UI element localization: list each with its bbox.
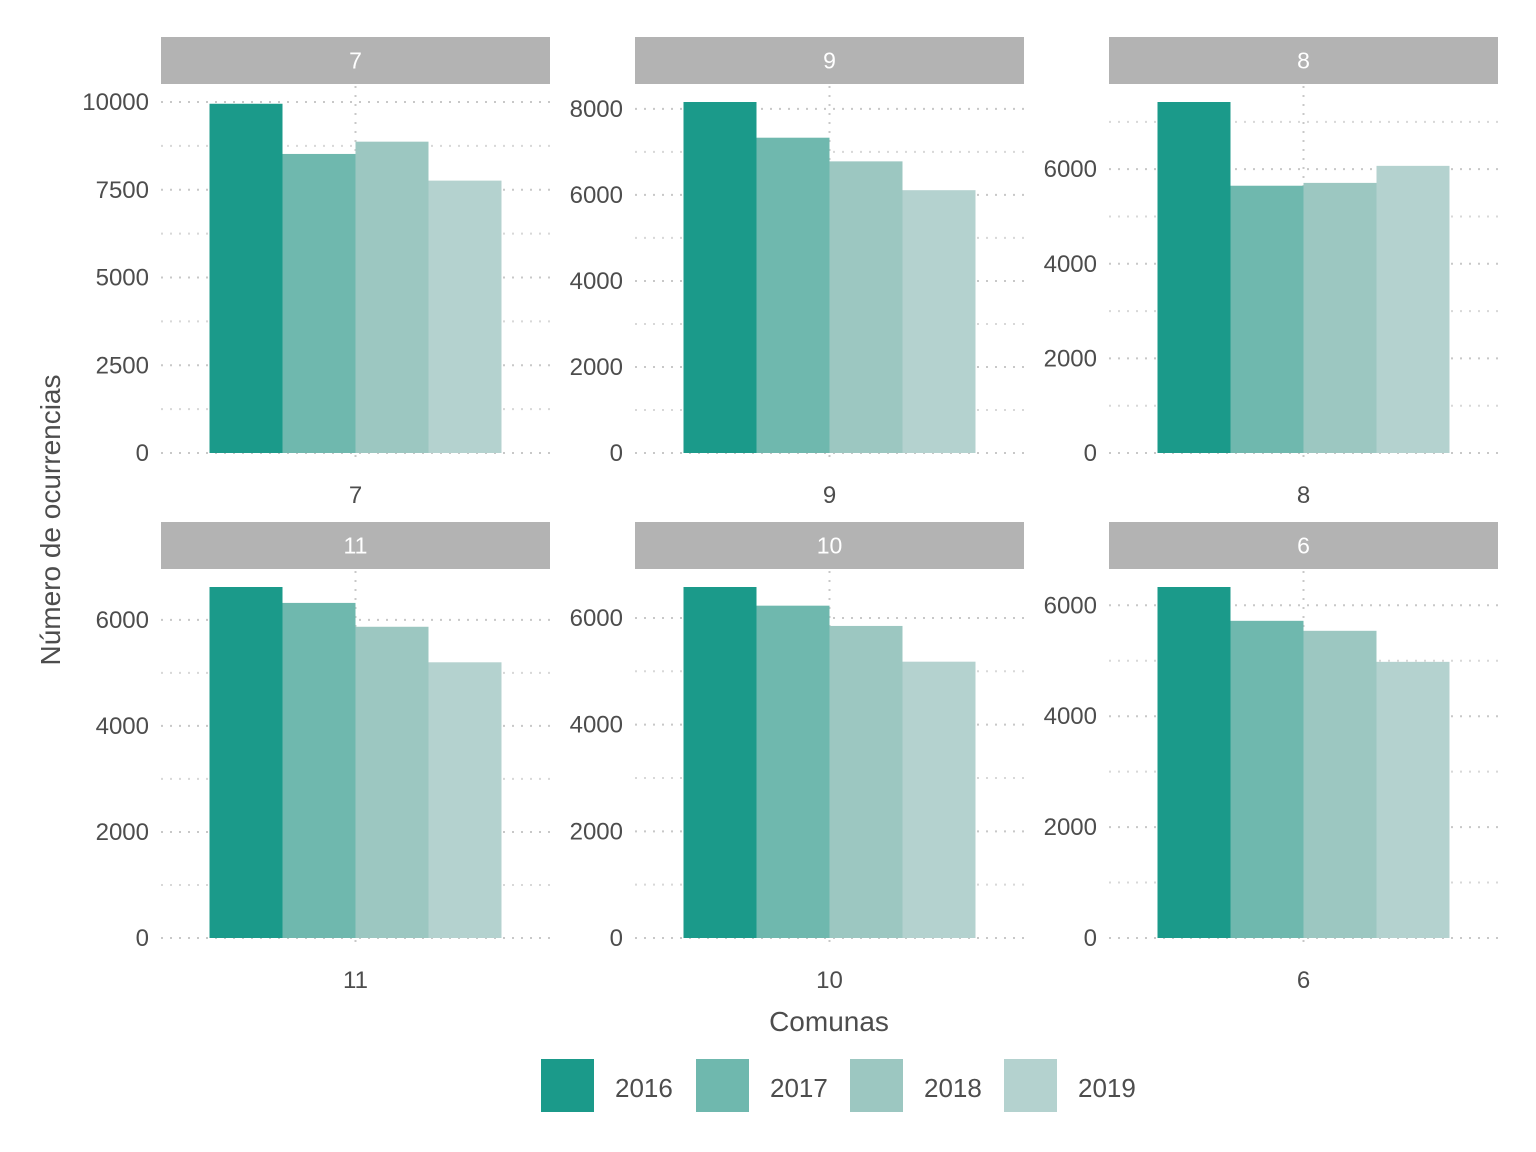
legend-item-2019: 2019 <box>1004 1059 1136 1112</box>
legend-item-2018: 2018 <box>850 1059 982 1112</box>
x-axis-title: Comunas <box>769 1006 889 1037</box>
bar-7-2017 <box>283 154 356 453</box>
bar-7-2018 <box>356 142 429 453</box>
x-tick-label: 8 <box>1297 482 1310 509</box>
facet-strip-label: 10 <box>817 533 843 559</box>
y-tick-label: 2000 <box>570 818 623 845</box>
legend: 2016 2017 2018 2019 <box>541 1059 1136 1112</box>
y-tick-label: 8000 <box>570 96 623 123</box>
legend-label: 2016 <box>615 1073 673 1103</box>
legend-swatch <box>541 1059 594 1112</box>
y-tick-label: 2000 <box>1044 345 1097 372</box>
bar-6-2017 <box>1231 621 1304 938</box>
y-tick-label: 2000 <box>570 354 623 381</box>
bar-10-2016 <box>684 587 757 938</box>
facet-panel-11: 0 2000 4000 6000 11 11 <box>96 522 550 994</box>
y-tick-label: 4000 <box>1044 251 1097 278</box>
bar-6-2016 <box>1158 587 1231 938</box>
y-tick-label: 2000 <box>1044 814 1097 841</box>
legend-item-2017: 2017 <box>696 1059 828 1112</box>
y-tick-label: 2000 <box>96 819 149 846</box>
bar-8-2017 <box>1231 186 1304 453</box>
legend-swatch <box>850 1059 903 1112</box>
legend-label: 2019 <box>1078 1073 1136 1103</box>
y-tick-label: 6000 <box>1044 592 1097 619</box>
facet-panel-7: 0 2500 5000 7500 10000 7 7 <box>82 37 550 509</box>
y-tick-label: 7500 <box>96 177 149 204</box>
bar-9-2019 <box>903 190 976 453</box>
x-tick-label: 7 <box>349 482 362 509</box>
bar-6-2018 <box>1304 631 1377 938</box>
y-tick-label: 4000 <box>570 712 623 739</box>
legend-swatch <box>1004 1059 1057 1112</box>
facet-strip-label: 7 <box>349 48 362 74</box>
facet-strip-label: 8 <box>1297 48 1310 74</box>
x-tick-label: 10 <box>816 967 843 994</box>
legend-label: 2018 <box>924 1073 982 1103</box>
bar-9-2016 <box>684 102 757 453</box>
x-tick-label: 6 <box>1297 967 1310 994</box>
y-tick-label: 5000 <box>96 265 149 292</box>
facet-strip-label: 11 <box>344 533 368 559</box>
facet-panel-8: 0 2000 4000 6000 8 8 <box>1044 37 1498 509</box>
facet-panel-10: 0 2000 4000 6000 10 10 <box>570 522 1024 994</box>
y-tick-label: 4000 <box>570 268 623 295</box>
y-tick-label: 6000 <box>96 607 149 634</box>
bar-10-2018 <box>830 626 903 938</box>
y-tick-label: 0 <box>1084 925 1097 952</box>
y-tick-label: 0 <box>610 925 623 952</box>
legend-item-2016: 2016 <box>541 1059 673 1112</box>
bar-8-2018 <box>1304 183 1377 453</box>
y-tick-label: 2500 <box>96 352 149 379</box>
y-tick-label: 0 <box>136 440 149 467</box>
legend-label: 2017 <box>770 1073 828 1103</box>
facet-panel-9: 0 2000 4000 6000 8000 9 9 <box>570 37 1024 509</box>
bar-10-2019 <box>903 662 976 938</box>
bar-9-2018 <box>830 161 903 453</box>
bar-6-2019 <box>1377 662 1450 938</box>
y-tick-label: 6000 <box>570 182 623 209</box>
y-tick-label: 6000 <box>1044 156 1097 183</box>
bar-11-2016 <box>210 587 283 938</box>
y-tick-label: 4000 <box>96 713 149 740</box>
legend-swatch <box>696 1059 749 1112</box>
bar-8-2016 <box>1158 102 1231 453</box>
y-tick-label: 4000 <box>1044 703 1097 730</box>
bar-7-2019 <box>429 181 502 453</box>
bar-11-2018 <box>356 627 429 938</box>
y-tick-label: 6000 <box>570 605 623 632</box>
bar-11-2017 <box>283 603 356 938</box>
bar-8-2019 <box>1377 166 1450 453</box>
bar-11-2019 <box>429 662 502 938</box>
y-tick-label: 0 <box>136 925 149 952</box>
bar-7-2016 <box>210 104 283 453</box>
bar-9-2017 <box>757 138 830 453</box>
y-tick-label: 10000 <box>82 89 149 116</box>
facet-strip-label: 6 <box>1297 533 1310 559</box>
facet-panels: 0250050007500100007702000400060008000990… <box>82 37 1498 994</box>
facet-panel-6: 0 2000 4000 6000 6 6 <box>1044 522 1498 994</box>
y-axis-title: Número de ocurrencias <box>35 374 66 665</box>
y-tick-label: 0 <box>610 440 623 467</box>
y-tick-label: 0 <box>1084 440 1097 467</box>
facet-strip-label: 9 <box>823 48 836 74</box>
x-tick-label: 9 <box>823 482 836 509</box>
bar-10-2017 <box>757 606 830 938</box>
x-tick-label: 11 <box>343 967 368 994</box>
